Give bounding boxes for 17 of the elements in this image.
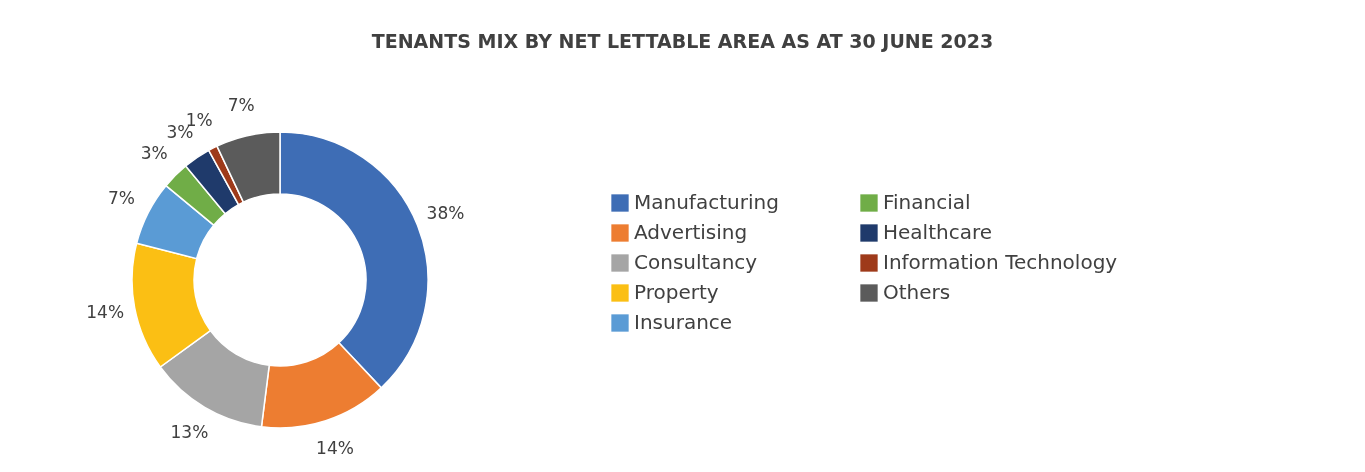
chart-title: TENANTS MIX BY NET LETTABLE AREA AS AT 30 JUNE 2023	[371, 30, 994, 52]
legend-label: Insurance	[634, 310, 733, 334]
legend-label: Property	[634, 280, 719, 304]
data-label: 3%	[140, 143, 168, 164]
legend-label: Financial	[883, 190, 971, 214]
legend-label: Manufacturing	[634, 190, 779, 214]
legend-label: Information Technology	[883, 250, 1118, 274]
data-label: 14%	[86, 302, 125, 323]
legend-label: Healthcare	[883, 220, 993, 244]
legend-label: Others	[883, 280, 951, 304]
data-label: 7%	[107, 188, 135, 209]
data-label: 13%	[170, 422, 209, 443]
data-label: 14%	[316, 438, 354, 459]
legend-label: Consultancy	[634, 250, 758, 274]
data-label: 38%	[426, 203, 465, 224]
data-label: 7%	[227, 95, 255, 116]
legend-label: Advertising	[634, 220, 748, 244]
